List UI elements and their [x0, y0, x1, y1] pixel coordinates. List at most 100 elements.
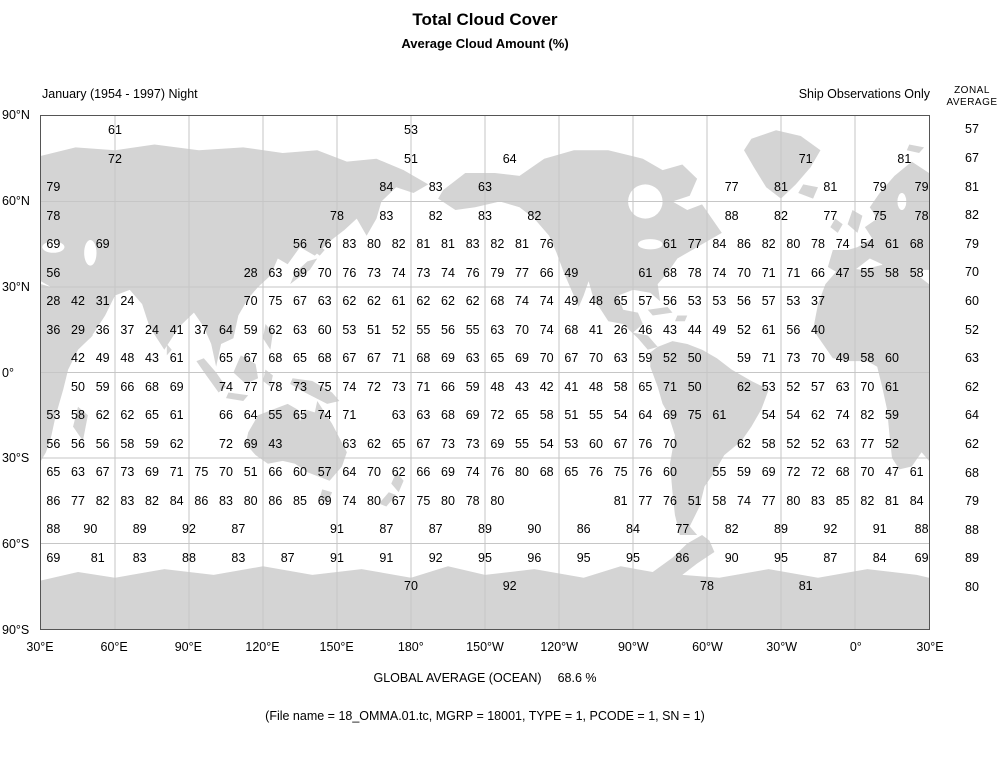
cell-value: 62 [367, 436, 381, 451]
cell-value: 63 [293, 322, 307, 337]
cell-value: 55 [589, 408, 603, 423]
cell-value: 48 [589, 379, 603, 394]
cell-value: 70 [860, 379, 875, 394]
cell-value: 56 [441, 322, 455, 337]
zonal-average-value: 52 [965, 322, 979, 337]
cell-value: 77 [724, 180, 739, 195]
cell-value: 68 [663, 265, 677, 280]
cell-value: 76 [342, 265, 357, 280]
cell-value: 49 [712, 322, 727, 337]
cell-value: 65 [46, 465, 61, 480]
cell-value: 81 [823, 180, 838, 195]
cell-value: 68 [539, 465, 554, 480]
cell-value: 53 [404, 123, 418, 138]
cell-value: 74 [391, 265, 406, 280]
cell-value: 62 [416, 294, 431, 309]
cell-value: 55 [465, 322, 480, 337]
cell-value: 53 [342, 322, 357, 337]
cell-value: 36 [46, 322, 61, 337]
cell-value: 58 [71, 408, 85, 423]
cell-value: 55 [416, 322, 431, 337]
cell-value: 70 [219, 465, 233, 480]
cell-value: 62 [737, 436, 751, 451]
cell-value: 70 [811, 351, 825, 366]
cell-value: 87 [231, 522, 246, 537]
cell-value: 42 [71, 294, 85, 309]
cell-value: 78 [914, 208, 929, 223]
cell-value: 64 [219, 322, 233, 337]
landmass-new-zealand [378, 472, 404, 507]
cell-value: 72 [811, 465, 825, 480]
cell-value: 58 [885, 265, 899, 280]
cell-value: 79 [490, 265, 505, 280]
cell-value: 56 [46, 265, 61, 280]
cell-value: 62 [268, 322, 283, 337]
cell-value: 95 [478, 550, 492, 565]
landmass-europe [827, 161, 929, 282]
cell-value: 54 [613, 408, 628, 423]
cell-value: 61 [909, 465, 924, 480]
longitude-axis: 30°E 60°E 90°E 120°E 150°E 180° 150°W 120°W 90°W… [26, 640, 943, 656]
cell-value: 66 [120, 379, 135, 394]
lat-tick-label: 90°N [2, 108, 30, 122]
zonal-average-value: 67 [965, 150, 979, 165]
cell-value: 62 [811, 408, 825, 423]
cell-value: 86 [737, 237, 751, 252]
page-title: Total Cloud Cover [412, 10, 558, 29]
landmass-sri-lanka [166, 344, 172, 356]
cell-value: 67 [416, 436, 431, 451]
cell-value: 83 [219, 493, 233, 508]
cell-value: 68 [441, 408, 455, 423]
cell-value: 80 [243, 493, 258, 508]
cell-value: 91 [330, 522, 344, 537]
cell-value: 37 [811, 294, 825, 309]
cell-value: 48 [120, 351, 135, 366]
cell-value: 62 [737, 379, 751, 394]
latitude-axis: 90°N 60°N 30°N 0° 30°S 60°S 90°S [0, 108, 36, 637]
world-map-svg [41, 116, 929, 629]
cell-value: 51 [687, 493, 702, 508]
cell-value: 78 [46, 208, 61, 223]
cell-value: 78 [687, 265, 702, 280]
cell-value: 72 [490, 408, 505, 423]
cell-value: 91 [872, 522, 887, 537]
cell-value: 84 [626, 522, 640, 537]
cell-value: 60 [663, 465, 677, 480]
cell-value: 74 [712, 265, 727, 280]
cell-value: 64 [243, 408, 258, 423]
cell-value: 55 [268, 408, 283, 423]
cell-value: 42 [539, 379, 554, 394]
cell-value: 68 [835, 465, 850, 480]
cell-value: 69 [663, 408, 677, 423]
cell-value: 63 [478, 180, 492, 195]
lon-tick-label: 30°E [26, 640, 54, 654]
landmass-novaya-zemlya [105, 153, 133, 171]
cell-value: 51 [367, 322, 381, 337]
cell-value: 55 [860, 265, 875, 280]
cell-value: 78 [330, 208, 344, 223]
cell-value: 63 [317, 294, 332, 309]
landmass-cuba-hispaniola [647, 306, 688, 322]
cell-value: 70 [860, 465, 875, 480]
cell-value: 80 [367, 237, 381, 252]
cell-value: 69 [46, 237, 61, 252]
cell-value: 56 [71, 436, 85, 451]
cell-value: 74 [539, 322, 554, 337]
cell-value: 76 [317, 237, 332, 252]
cell-value: 65 [219, 351, 233, 366]
zonal-header-line1: ZONAL [954, 85, 990, 96]
cell-value: 63 [342, 436, 357, 451]
cell-value: 74 [515, 294, 529, 309]
cell-value: 69 [914, 550, 929, 565]
cell-value: 80 [490, 493, 505, 508]
cell-value: 68 [268, 351, 283, 366]
cell-value: 88 [182, 550, 196, 565]
cell-value: 81 [885, 493, 899, 508]
cell-value: 72 [786, 465, 801, 480]
global-average-label: GLOBAL AVERAGE (OCEAN) [373, 671, 542, 685]
cell-value: 77 [687, 237, 702, 252]
cell-value: 52 [391, 322, 406, 337]
grid-lines [41, 116, 929, 629]
cell-value: 56 [293, 237, 307, 252]
zonal-header-line2: AVERAGE [946, 97, 998, 108]
